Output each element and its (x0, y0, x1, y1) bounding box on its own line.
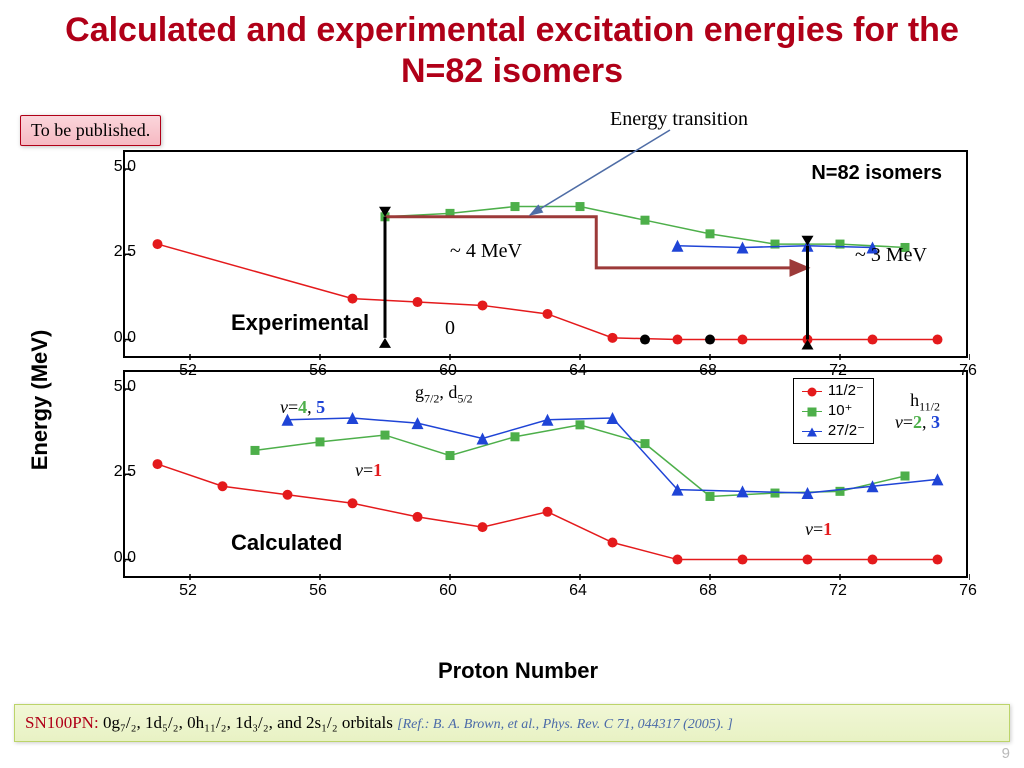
footer-reference-box: SN100PN: 0g₇/₂, 1d₅/₂, 0h₁₁/₂, 1d₃/₂, an… (14, 704, 1010, 742)
ytick-label: 0.0 (114, 329, 136, 347)
panel-label-experimental: Experimental (231, 310, 369, 336)
xtick-label: 68 (699, 582, 717, 600)
footer-sn: SN100PN: (25, 713, 99, 732)
ann-gd: g7/2, d5/2 (415, 382, 473, 407)
n82-isomers-label: N=82 isomers (811, 162, 942, 185)
xtick-label: 56 (309, 582, 327, 600)
xtick-label: 72 (829, 362, 847, 380)
legend-row-2: 10⁺ (802, 401, 865, 421)
legend-row-1: 11/2⁻ (802, 381, 865, 401)
ann-v23: v=2, 3 (895, 412, 940, 433)
panel-experimental: Experimental N=82 isomers ~ 4 MeV ~ 3 Me… (123, 150, 968, 358)
ytick-label: 5.0 (114, 158, 136, 176)
xtick-label: 76 (959, 582, 977, 600)
panel-label-calculated: Calculated (231, 530, 342, 556)
ytick-label: 2.5 (114, 463, 136, 481)
xtick-label: 52 (179, 582, 197, 600)
xtick-label: 68 (699, 362, 717, 380)
x-axis-title: Proton Number (438, 658, 598, 684)
mev0-label: 0 (445, 317, 455, 340)
legend-label-1: 11/2⁻ (828, 381, 864, 401)
ytick-label: 5.0 (114, 378, 136, 396)
ann-v1a: v=1 (355, 460, 382, 481)
y-axis-title: Energy (MeV) (27, 330, 53, 471)
footer-ref: [Ref.: B. A. Brown, et al., Phys. Rev. C… (397, 717, 733, 732)
xtick-label: 60 (439, 362, 457, 380)
ytick-label: 2.5 (114, 243, 136, 261)
legend-label-2: 10⁺ (828, 401, 853, 421)
ann-v45: v=4, 5 (280, 397, 325, 418)
xtick-label: 56 (309, 362, 327, 380)
xtick-label: 60 (439, 582, 457, 600)
legend-label-3: 27/2⁻ (828, 421, 865, 441)
ann-h11: h11/2 (910, 390, 940, 415)
slide-title: Calculated and experimental excitation e… (0, 0, 1024, 100)
publish-box: To be published. (20, 115, 161, 146)
xtick-label: 52 (179, 362, 197, 380)
energy-transition-label: Energy transition (610, 108, 748, 131)
mev4-label: ~ 4 MeV (450, 240, 522, 263)
legend-row-3: 27/2⁻ (802, 421, 865, 441)
xtick-label: 64 (569, 362, 587, 380)
xtick-label: 64 (569, 582, 587, 600)
mev3-label: ~ 3 MeV (855, 244, 927, 267)
xtick-label: 72 (829, 582, 847, 600)
ann-v1b: v=1 (805, 519, 832, 540)
footer-orbitals: 0g₇/₂, 1d₅/₂, 0h₁₁/₂, 1d₃/₂, and 2s₁/₂ o… (99, 713, 397, 732)
xtick-label: 76 (959, 362, 977, 380)
ytick-label: 0.0 (114, 549, 136, 567)
slide-number: 9 (1002, 745, 1010, 762)
panel-calculated: Calculated v=4, 5 g7/2, d5/2 v=1 h11/2 v… (123, 370, 968, 578)
chart-area: Energy (MeV) Proton Number Experimental … (48, 150, 988, 650)
legend: 11/2⁻ 10⁺ 27/2⁻ (793, 378, 874, 444)
